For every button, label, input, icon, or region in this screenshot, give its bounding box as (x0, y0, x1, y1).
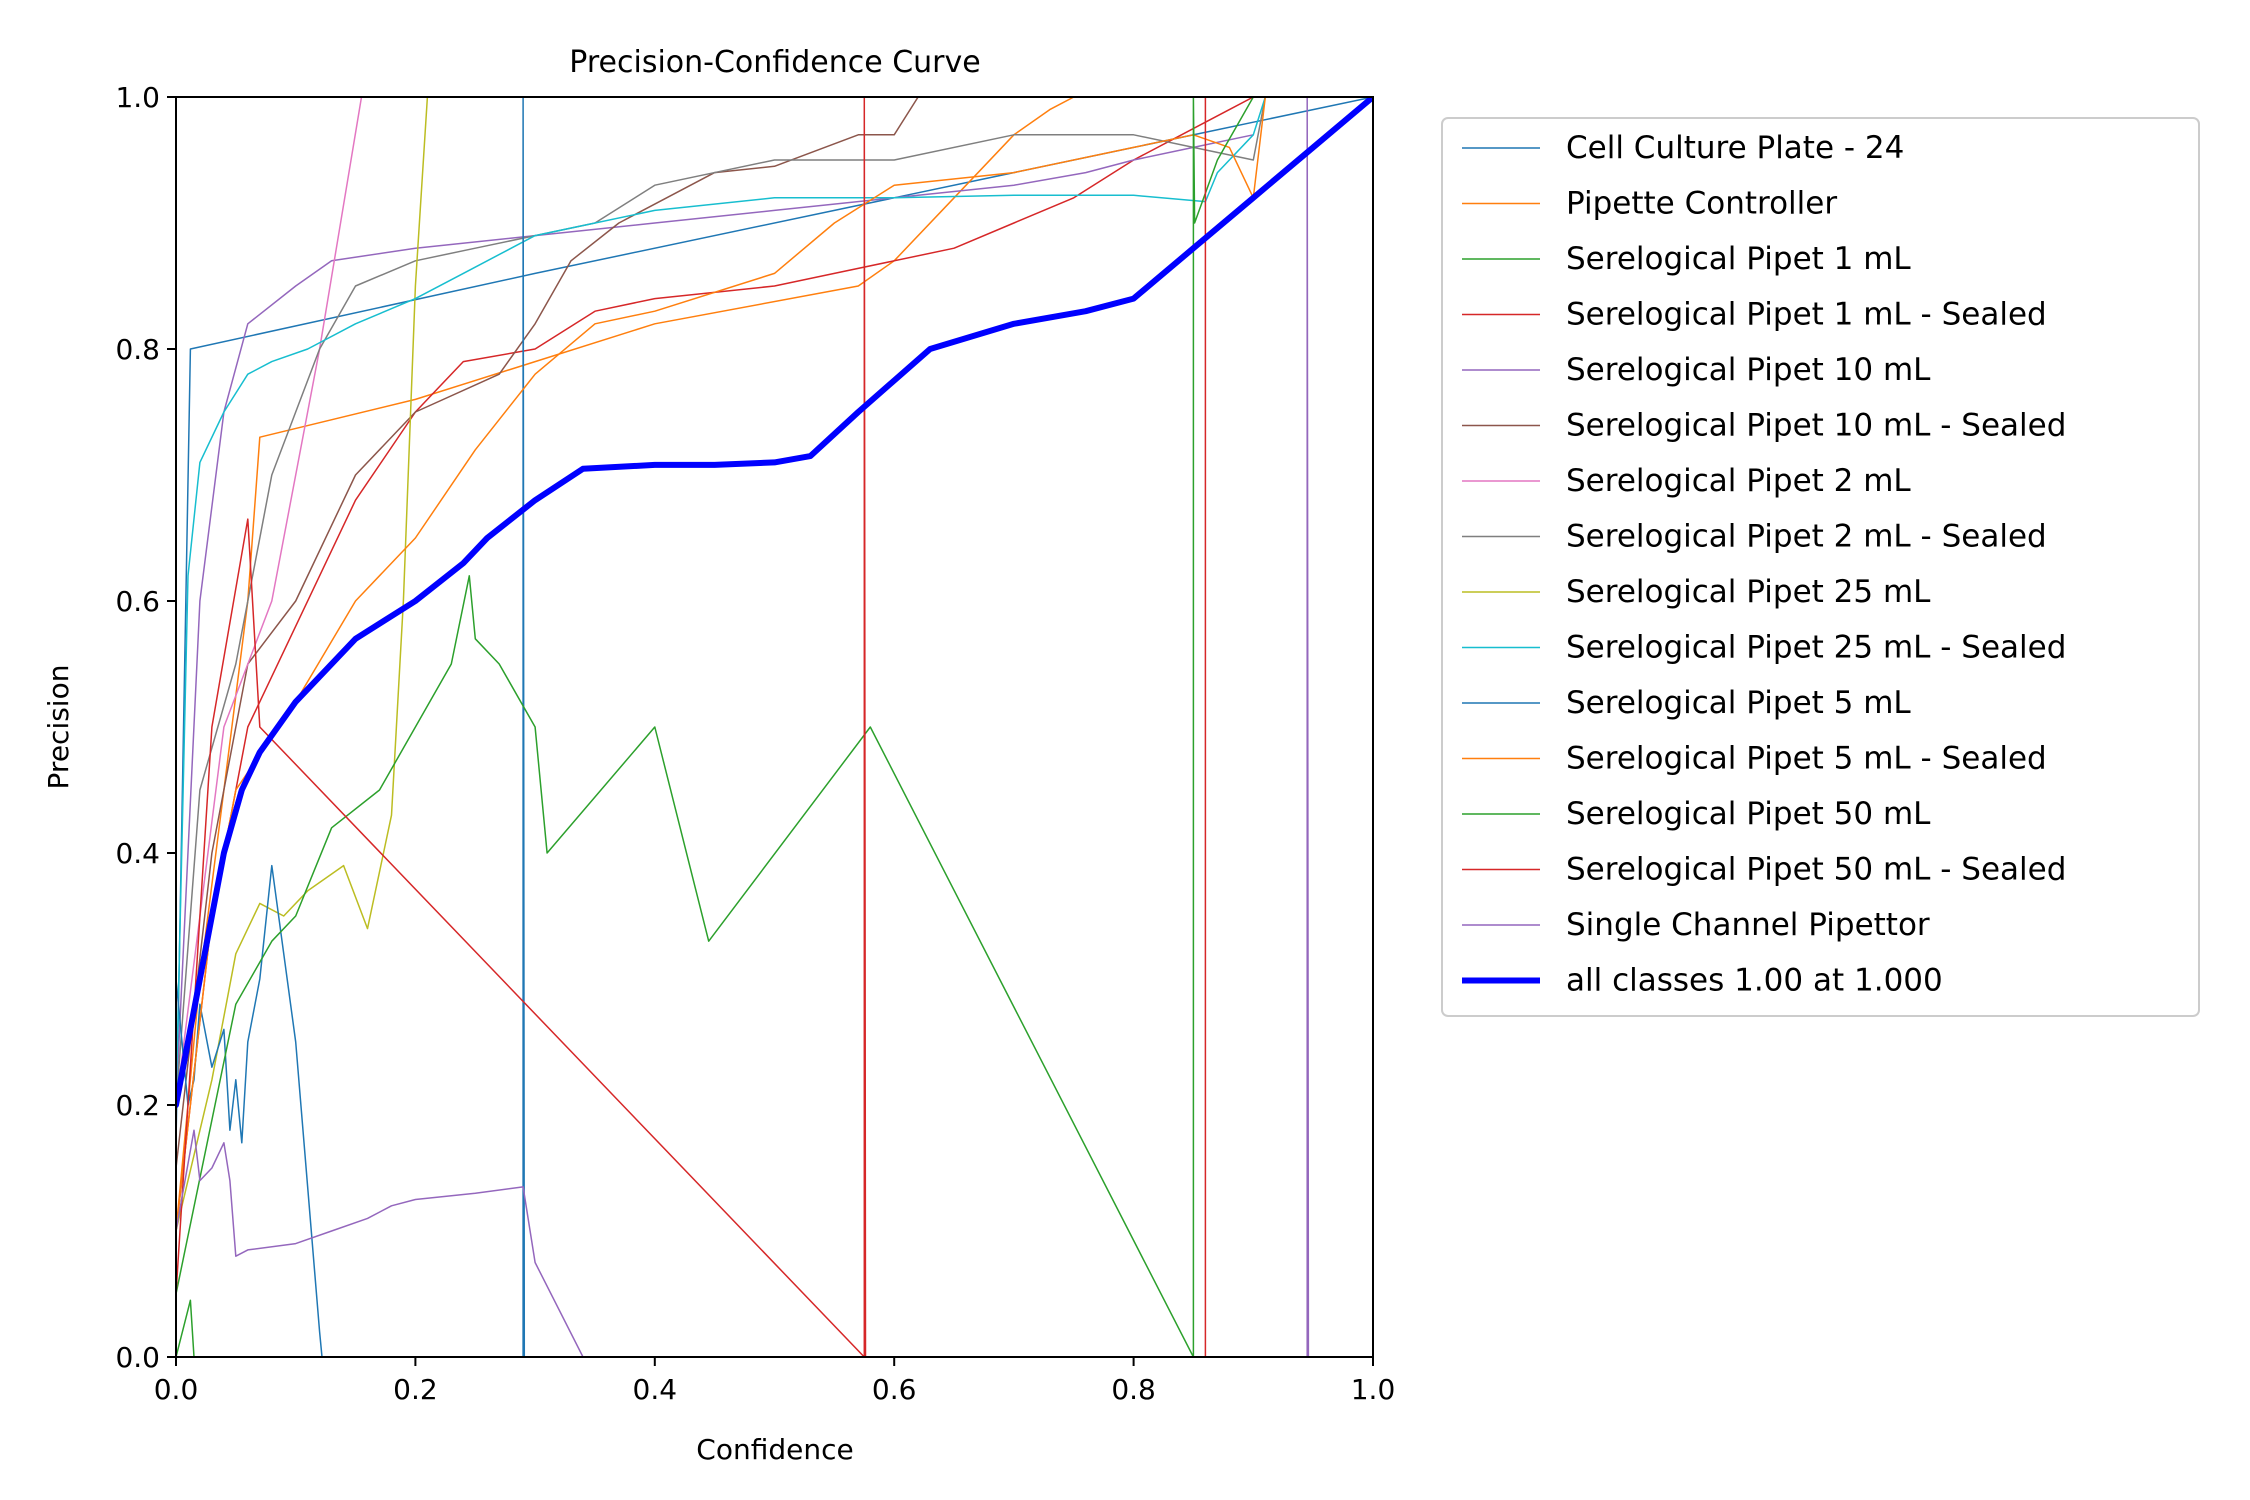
legend-label-1: Pipette Controller (1566, 186, 1837, 222)
legend-label-11: Serelogical Pipet 5 mL - Sealed (1566, 741, 2047, 777)
legend-label-2: Serelogical Pipet 1 mL (1566, 241, 1911, 277)
series-line-0 (176, 97, 1373, 1144)
plot-frame (175, 96, 1374, 1358)
legend-label-15: all classes 1.00 at 1.000 (1566, 963, 1943, 999)
legend-label-6: Serelogical Pipet 2 mL (1566, 463, 1911, 499)
y-tick-label: 0.6 (115, 585, 160, 618)
series-layer (176, 97, 1373, 1357)
y-tick-label: 0.8 (115, 333, 160, 366)
x-tick-label: 0.6 (872, 1373, 917, 1406)
legend-label-13: Serelogical Pipet 50 mL - Sealed (1566, 852, 2066, 888)
legend-label-8: Serelogical Pipet 25 mL (1566, 574, 1931, 610)
legend-label-10: Serelogical Pipet 5 mL (1566, 685, 1911, 721)
legend-label-3: Serelogical Pipet 1 mL - Sealed (1566, 297, 2047, 333)
series-line-9 (176, 97, 1267, 1106)
series-line-13 (176, 97, 1207, 1357)
y-axis-label: Precision (42, 665, 75, 790)
legend-frame (1441, 117, 2200, 1017)
x-tick-label: 0.0 (154, 1373, 199, 1406)
series-line-14 (176, 97, 1310, 1357)
y-axis-ticks: 0.0 0.2 0.4 0.6 0.8 1.0 (115, 81, 176, 1374)
y-tick-label: 0.4 (115, 837, 160, 870)
legend: Cell Culture Plate - 24 Pipette Controlle… (1441, 117, 2200, 1017)
series-line-4 (176, 134, 1255, 1106)
y-tick-label: 1.0 (115, 81, 160, 114)
legend-label-12: Serelogical Pipet 50 mL (1566, 796, 1931, 832)
x-axis-label: Confidence (696, 1433, 853, 1466)
legend-label-5: Serelogical Pipet 10 mL - Sealed (1566, 408, 2066, 444)
legend-label-14: Single Channel Pipettor (1566, 907, 1930, 943)
x-tick-label: 0.4 (633, 1373, 678, 1406)
x-tick-label: 1.0 (1351, 1373, 1396, 1406)
series-line-12 (176, 97, 1255, 1357)
series-line-15 (176, 97, 1373, 1108)
x-axis-ticks: 0.0 0.2 0.4 0.6 0.8 1.0 (154, 1357, 1396, 1406)
series-line-2 (176, 1299, 1373, 1357)
y-tick-label: 0.2 (115, 1089, 160, 1122)
x-tick-label: 0.2 (393, 1373, 438, 1406)
y-tick-label: 0.0 (115, 1341, 160, 1374)
chart-title: Precision-Confidence Curve (569, 45, 980, 80)
series-line-1 (176, 97, 1075, 1232)
legend-label-9: Serelogical Pipet 25 mL - Sealed (1566, 630, 2066, 666)
legend-label-0: Cell Culture Plate - 24 (1566, 130, 1904, 166)
legend-label-7: Serelogical Pipet 2 mL - Sealed (1566, 519, 2047, 555)
series-line-6 (176, 97, 363, 1106)
x-tick-label: 0.8 (1111, 1373, 1156, 1406)
series-line-5 (176, 97, 919, 1169)
legend-label-4: Serelogical Pipet 10 mL (1566, 352, 1931, 388)
